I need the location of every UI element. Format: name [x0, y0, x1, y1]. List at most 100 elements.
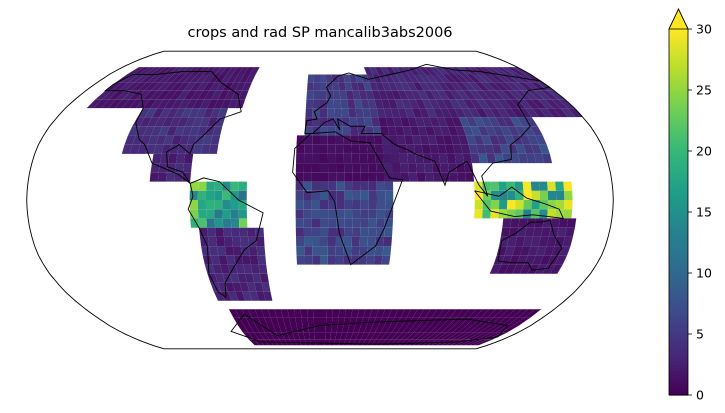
data-cell [372, 90, 382, 100]
data-cell [197, 200, 207, 210]
data-cell [171, 99, 184, 109]
data-cell [320, 317, 327, 326]
colorbar-segment [669, 227, 688, 231]
data-cell [385, 117, 396, 127]
data-cell [510, 99, 526, 109]
data-cell [232, 67, 244, 75]
data-cell [181, 126, 193, 136]
data-cell [162, 117, 174, 127]
data-cell [442, 74, 457, 83]
data-cell [343, 74, 351, 83]
data-cell [474, 309, 490, 318]
data-cell [368, 172, 377, 182]
data-cell [136, 90, 151, 100]
data-cell [478, 317, 494, 326]
data-cell [360, 227, 369, 237]
data-cell [221, 74, 233, 83]
data-cell [499, 82, 516, 91]
data-cell [459, 339, 477, 346]
data-cell [344, 218, 353, 228]
data-cell [312, 255, 320, 265]
data-cell [495, 67, 514, 75]
data-cell [238, 200, 247, 210]
coastline [103, 71, 242, 184]
colorbar-segment [669, 154, 688, 158]
data-cell [276, 332, 285, 340]
data-cell [208, 74, 221, 83]
data-cell [442, 135, 453, 145]
data-cell [375, 236, 384, 247]
data-cell [201, 144, 211, 154]
data-cell [395, 126, 405, 136]
colorbar-segment [669, 337, 688, 341]
data-cell [462, 309, 477, 318]
data-cell [177, 117, 189, 127]
data-cell [479, 325, 496, 333]
data-cell [465, 172, 475, 182]
data-cell [320, 172, 329, 182]
colorbar-segment [669, 300, 688, 305]
data-cell [115, 90, 132, 100]
colorbar-segment [669, 327, 688, 332]
data-cell [335, 255, 344, 265]
data-cell [387, 126, 397, 136]
colorbar-segment [669, 83, 688, 88]
data-cell [314, 332, 320, 340]
data-cell [458, 135, 469, 145]
data-cell [536, 82, 555, 91]
data-cell [295, 209, 304, 219]
data-cell [214, 67, 227, 75]
data-cell [279, 325, 288, 333]
data-cell [466, 74, 481, 83]
data-cell [558, 99, 575, 109]
data-cell [468, 108, 481, 118]
data-cell [430, 90, 443, 100]
data-cell [303, 332, 310, 340]
data-cell [335, 246, 344, 256]
data-cell [139, 117, 153, 127]
data-cell [320, 218, 329, 228]
data-cell [320, 246, 328, 256]
data-cell [312, 144, 320, 154]
data-cell [243, 67, 255, 75]
globe-boundary [26, 50, 614, 350]
colorbar-gradient [669, 29, 688, 396]
data-cell [437, 144, 447, 154]
data-cell [368, 200, 377, 210]
data-cell [303, 200, 312, 210]
colorbar-segment [669, 178, 688, 183]
data-cell [183, 82, 197, 91]
data-cell [374, 144, 384, 154]
data-cell [320, 325, 326, 333]
data-cell [182, 163, 192, 173]
data-cell [487, 82, 503, 91]
data-cell [216, 236, 225, 247]
colorbar-segment [669, 282, 688, 286]
data-cell [306, 90, 314, 100]
data-cell [431, 332, 447, 340]
data-cell [421, 332, 436, 340]
data-cell [327, 108, 335, 118]
data-cell [238, 90, 249, 100]
data-cell [547, 209, 556, 219]
data-cell [489, 90, 504, 100]
data-cell [228, 309, 240, 318]
data-cell [407, 153, 416, 164]
data-cell [320, 163, 329, 173]
colorbar-segment [669, 379, 688, 384]
data-cell [558, 218, 569, 228]
data-cell [465, 135, 477, 145]
data-cell [352, 163, 361, 173]
data-cell [395, 332, 408, 340]
data-cell [506, 67, 525, 75]
colorbar-segment [669, 373, 688, 378]
data-cell [203, 108, 214, 118]
colorbar-segment [669, 315, 688, 320]
data-cell [414, 117, 426, 127]
data-cell [229, 273, 240, 283]
data-cell [376, 200, 386, 210]
data-cell [254, 282, 264, 292]
data-cell [312, 99, 320, 109]
data-cell [534, 90, 552, 100]
data-cell [515, 200, 524, 210]
